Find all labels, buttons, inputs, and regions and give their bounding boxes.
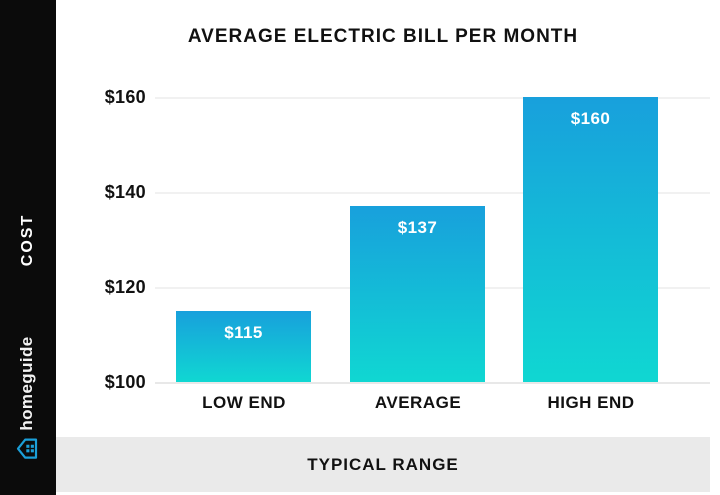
typical-range-label: TYPICAL RANGE — [307, 454, 459, 474]
bar-value-label: $160 — [570, 109, 611, 128]
x-label-average: AVERAGE — [374, 393, 462, 412]
brand-name: homeguide — [17, 336, 36, 431]
bar-value-label: $115 — [224, 322, 263, 342]
plot-region: $115 $137 $160 — [155, 97, 710, 384]
brand-logo: homeguide — [16, 336, 38, 459]
bar-high-end: $160 — [523, 97, 658, 382]
typical-range-band: TYPICAL RANGE — [56, 437, 710, 492]
bar-value-label: $137 — [397, 218, 438, 238]
chart-area: AVERAGE ELECTRIC BILL PER MONTH $160 $14… — [56, 0, 720, 495]
x-label-low-end: LOW END — [202, 393, 286, 412]
house-icon — [16, 438, 38, 460]
sidebar: COST homeguide — [0, 0, 56, 495]
chart-title: AVERAGE ELECTRIC BILL PER MONTH — [187, 26, 579, 47]
gridline-140 — [155, 192, 710, 194]
bar-low-end: $115 — [176, 310, 311, 382]
y-tick-120: $120 — [104, 277, 146, 297]
x-label-high-end: HIGH END — [547, 393, 635, 412]
y-tick-100: $100 — [104, 372, 146, 392]
gridline-160 — [155, 97, 710, 99]
y-tick-140: $140 — [104, 182, 146, 202]
cost-vertical-label: COST — [19, 213, 36, 267]
bar-average: $137 — [350, 206, 485, 382]
y-tick-160: $160 — [104, 87, 146, 107]
